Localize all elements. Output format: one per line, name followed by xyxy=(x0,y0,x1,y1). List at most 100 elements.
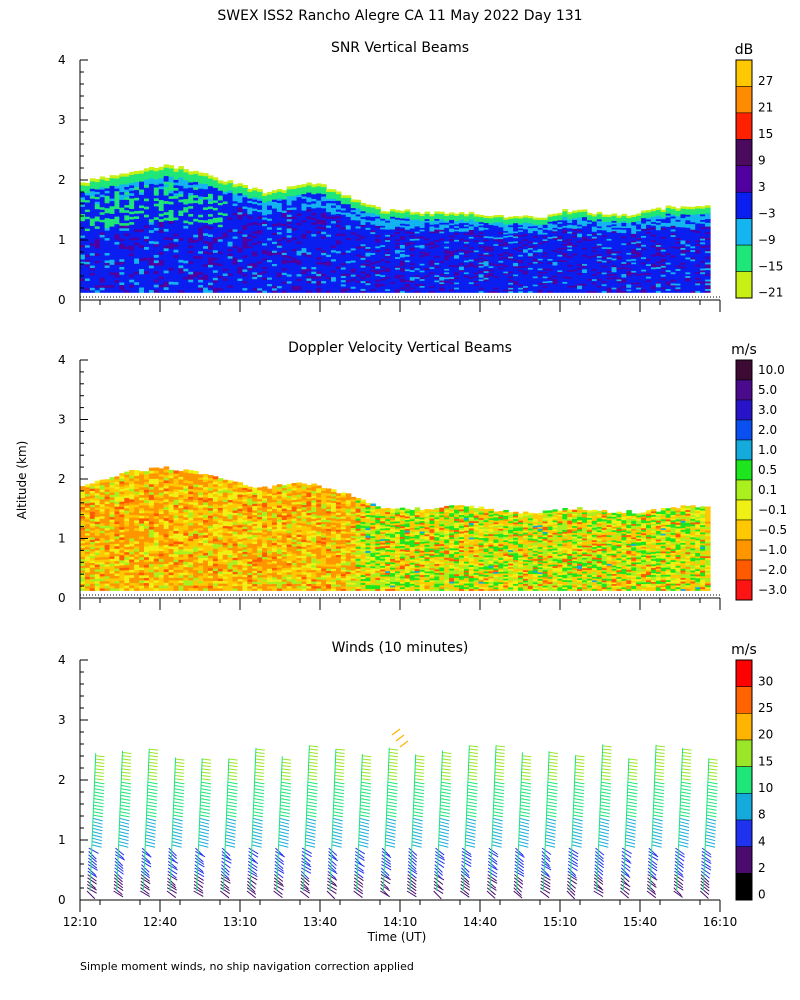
heatmap-cell xyxy=(183,246,189,250)
heatmap-cell xyxy=(262,232,268,235)
heatmap-cell xyxy=(124,191,130,195)
heatmap-cell xyxy=(139,289,145,293)
heatmap-cell xyxy=(148,235,155,239)
heatmap-cell xyxy=(188,187,194,191)
heatmap-cell xyxy=(104,279,111,283)
heatmap-cell xyxy=(498,268,504,271)
heatmap-cell xyxy=(552,283,559,286)
heatmap-cell xyxy=(395,261,401,265)
heatmap-cell xyxy=(232,212,239,216)
heatmap-cell xyxy=(163,275,170,279)
heatmap-cell xyxy=(463,234,470,237)
heatmap-cell xyxy=(232,264,239,267)
heatmap-cell xyxy=(203,276,209,280)
heatmap-cell xyxy=(350,268,357,271)
heatmap-cell xyxy=(355,233,362,237)
heatmap-cell xyxy=(134,242,140,246)
heatmap-cell xyxy=(301,252,308,256)
heatmap-cell xyxy=(454,288,460,292)
heatmap-cell xyxy=(316,225,322,229)
heatmap-cell xyxy=(508,228,514,231)
heatmap-cell xyxy=(429,217,435,220)
heatmap-cell xyxy=(311,254,317,258)
heatmap-cell xyxy=(252,271,258,275)
heatmap-cell xyxy=(478,265,485,268)
heatmap-cell xyxy=(385,234,391,237)
heatmap-cell xyxy=(562,268,568,272)
heatmap-cell xyxy=(281,225,288,229)
heatmap-cell xyxy=(454,281,460,285)
heatmap-cell xyxy=(473,270,480,273)
heatmap-cell xyxy=(483,258,490,262)
heatmap-cell xyxy=(537,284,544,287)
heatmap-cell xyxy=(271,236,278,240)
heatmap-cell xyxy=(414,241,421,244)
heatmap-cell xyxy=(518,219,524,222)
heatmap-cell xyxy=(89,245,96,249)
heatmap-cell xyxy=(419,271,426,275)
heatmap-cell xyxy=(532,233,539,236)
heatmap-cell xyxy=(247,206,253,210)
heatmap-cell xyxy=(399,281,406,284)
heatmap-cell xyxy=(183,260,189,264)
heatmap-cell xyxy=(370,206,376,210)
heatmap-cell xyxy=(321,202,327,206)
heatmap-cell xyxy=(173,219,180,223)
heatmap-cell xyxy=(395,242,401,245)
heatmap-cell xyxy=(498,256,504,260)
heatmap-cell xyxy=(271,258,278,262)
heatmap-cell xyxy=(488,262,495,265)
heatmap-cell xyxy=(222,212,229,216)
heatmap-cell xyxy=(203,230,209,234)
heatmap-cell xyxy=(468,245,475,248)
heatmap-cell xyxy=(473,216,480,219)
heatmap-cell xyxy=(207,180,214,184)
heatmap-cell xyxy=(139,247,145,251)
heatmap-cell xyxy=(173,168,180,172)
heatmap-cell xyxy=(267,218,273,221)
heatmap-cell xyxy=(473,263,480,266)
heatmap-cell xyxy=(463,268,470,271)
heatmap-cell xyxy=(286,266,293,270)
heatmap-cell xyxy=(139,204,145,209)
heatmap-cell xyxy=(306,232,312,236)
heatmap-cell xyxy=(80,208,86,212)
heatmap-cell xyxy=(124,219,130,224)
heatmap-cell xyxy=(458,220,465,224)
heatmap-cell xyxy=(316,247,322,251)
heatmap-cell xyxy=(335,200,342,203)
heatmap-cell xyxy=(419,241,426,244)
heatmap-cell xyxy=(119,235,125,239)
heatmap-cell xyxy=(552,258,559,261)
heatmap-cell xyxy=(267,194,273,197)
heatmap-cell xyxy=(414,211,421,215)
heatmap-cell xyxy=(390,227,396,230)
heatmap-cell xyxy=(271,234,278,238)
heatmap-cell xyxy=(311,275,317,279)
heatmap-cell xyxy=(468,231,475,234)
heatmap-cell xyxy=(148,224,155,228)
heatmap-cell xyxy=(143,278,150,283)
heatmap-cell xyxy=(84,194,91,198)
heatmap-cell xyxy=(153,278,160,283)
heatmap-cell xyxy=(124,188,130,193)
heatmap-cell xyxy=(158,185,165,190)
heatmap-cell xyxy=(449,260,455,264)
heatmap-cell xyxy=(99,199,106,203)
heatmap-cell xyxy=(493,285,499,288)
heatmap-cell xyxy=(350,223,357,227)
heatmap-cell xyxy=(143,208,150,213)
heatmap-cell xyxy=(390,212,396,215)
heatmap-cell xyxy=(163,222,170,227)
heatmap-cell xyxy=(306,189,312,193)
heatmap-cell xyxy=(276,222,283,226)
heatmap-cell xyxy=(458,262,465,265)
heatmap-cell xyxy=(463,273,470,276)
heatmap-cell xyxy=(153,195,160,199)
heatmap-cell xyxy=(321,280,327,284)
heatmap-cell xyxy=(468,246,475,250)
heatmap-cell xyxy=(212,244,219,248)
heatmap-cell xyxy=(80,191,86,195)
heatmap-cell xyxy=(331,225,337,228)
heatmap-cell xyxy=(449,290,455,293)
